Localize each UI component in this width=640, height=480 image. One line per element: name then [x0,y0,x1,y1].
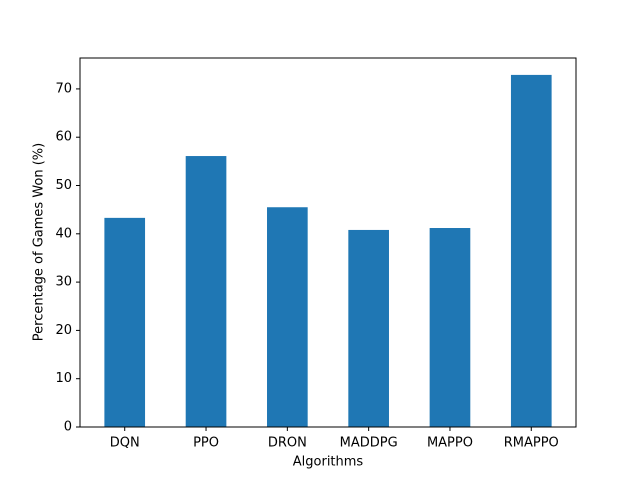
bar [267,207,308,427]
bar [185,156,227,427]
y-tick-label: 60 [55,130,72,145]
x-tick-label: MADDPG [340,436,398,451]
y-tick-label: 10 [55,371,72,386]
x-tick-label: RMAPPO [504,436,559,451]
x-tick-label: DRON [268,436,307,451]
bar [348,229,389,427]
x-tick-label: DQN [110,436,140,451]
x-tick-label: MAPPO [427,436,473,451]
y-tick-label: 50 [55,178,72,193]
y-tick-label: 40 [55,226,72,241]
bar [510,74,552,427]
y-tick-label: 0 [64,420,72,435]
x-tick-label: PPO [193,436,219,451]
plot-frame [79,57,577,428]
y-tick-label: 20 [55,323,72,338]
bar [104,217,146,427]
y-tick-label: 70 [55,81,72,96]
y-tick-label: 30 [55,275,72,290]
bar [429,228,471,427]
x-axis-label: Algorithms [293,455,364,470]
y-axis-label: Percentage of Games Won (%) [32,143,47,341]
